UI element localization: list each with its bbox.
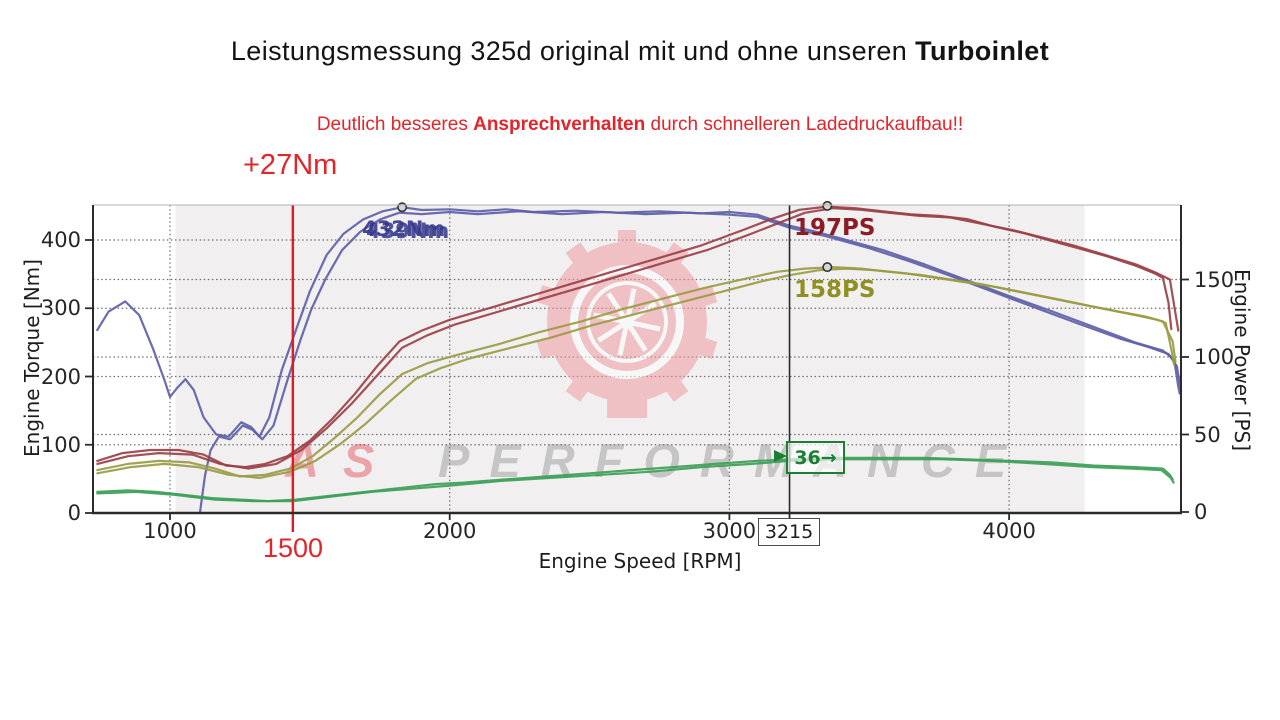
peak-marker-dot [397, 202, 408, 213]
turbo-logo-icon [536, 230, 718, 418]
logo-outlet [607, 388, 647, 418]
power-tick-label: 100 [1194, 345, 1235, 369]
logo-hub [620, 315, 634, 329]
torque-tick-label: 200 [40, 364, 81, 389]
torque-peak-label-inlet: 439Nm [366, 219, 450, 243]
subtitle-text-pre: Deutlich besseres [316, 114, 474, 135]
y-axis-label-torque: Engine Torque [Nm] [20, 259, 44, 457]
y-axis-label-power: Engine Power [PS] [1230, 268, 1254, 452]
watermark-brand-left: AS [284, 434, 398, 487]
drag-power-box: 36→ [786, 441, 845, 474]
x-tick-label: 3000 [702, 519, 757, 543]
power-tick-label: 0 [1194, 500, 1208, 524]
torque-tick-label: 400 [40, 228, 81, 252]
x-tick-label: 2000 [422, 519, 477, 543]
drag-power-value: 36→ [794, 446, 837, 469]
curve-engine-torque-with-turboinlet-nm- [96, 206, 1181, 438]
torque-tick-label: 300 [40, 296, 81, 321]
subtitle-text-post: durch schnelleren Ladedruckaufbau!! [645, 114, 964, 135]
power-tick-label: 50 [1194, 422, 1221, 447]
dyno-curves [96, 205, 1183, 515]
x-tick-label: 4000 [982, 519, 1036, 543]
curve-engine-power-with-turboinlet-ps- [96, 205, 1173, 469]
curve-drag-power-run-2-ps- [96, 458, 1175, 503]
torque-tick-label: 0 [67, 501, 81, 525]
x-tick-label: 1000 [143, 519, 197, 543]
page-subtitle: Deutlich besseres Ansprechverhalten durc… [0, 114, 1280, 136]
axes-and-ticks [85, 204, 1189, 520]
x-axis-label: Engine Speed [RPM] [538, 549, 742, 573]
page-title: Leistungsmessung 325d original mit und o… [0, 36, 1280, 67]
power-tick-label: 150 [1194, 267, 1235, 292]
curve-engine-torque-original-nm- [198, 210, 1183, 515]
rpm-3215-box: 3215 [758, 518, 820, 546]
drag-arrow-icon [774, 450, 787, 462]
curve-wheel-power-original-ps- [96, 267, 1177, 479]
engine-power-peak-label: 197PS [794, 215, 876, 241]
title-text: Leistungsmessung 325d original mit und o… [230, 36, 916, 66]
peak-marker-dot [822, 262, 833, 273]
rpm-1500-label: 1500 [262, 533, 324, 563]
subtitle-highlight: Ansprechverhalten [473, 114, 646, 135]
torque-gain-annotation: +27Nm [243, 149, 338, 181]
title-highlight: Turboinlet [915, 36, 1050, 66]
wheel-power-peak-label: 158PS [794, 277, 876, 303]
torque-peak-label-original: 432Nm [362, 217, 446, 241]
curve-engine-power-original-ps- [96, 207, 1180, 470]
torque-tick-label: 100 [40, 432, 81, 457]
peak-marker-dot [822, 200, 833, 211]
